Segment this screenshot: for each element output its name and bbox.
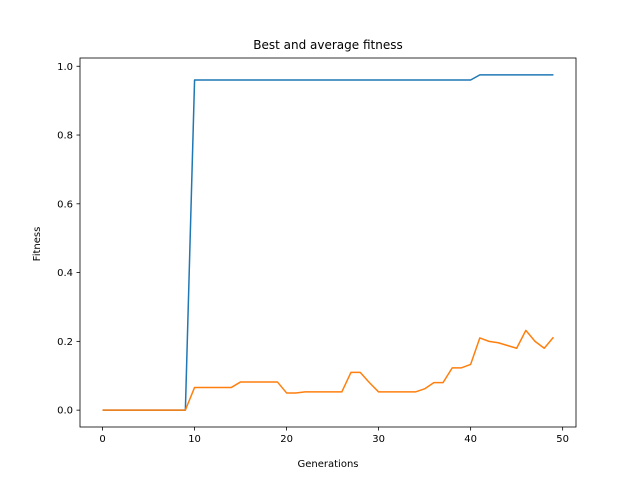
axes-layer: 0 10 20 30 40 50 0.0 0.2 0.4 0.6 0.8 1.0 (57, 57, 577, 445)
x-tick-label: 30 (372, 434, 385, 445)
x-tick-label: 40 (464, 434, 477, 445)
y-tick-label: 0.0 (57, 406, 73, 417)
x-axis-label: Generations (298, 459, 359, 470)
x-tick-label: 50 (556, 434, 569, 445)
chart-title: Best and average fitness (253, 38, 402, 52)
plot-background (80, 58, 576, 427)
y-tick-label: 1.0 (57, 62, 73, 73)
y-tick-label: 0.8 (57, 131, 73, 142)
y-tick-label: 0.4 (57, 268, 73, 279)
y-tick-label: 0.2 (57, 337, 73, 348)
y-tick-label: 0.6 (57, 199, 73, 210)
axes-frame (79, 57, 577, 428)
y-axis-label: Fitness (32, 227, 43, 262)
x-tick-label: 20 (280, 434, 293, 445)
x-tick-label: 0 (99, 434, 105, 445)
series-line-2 (102, 329, 555, 411)
x-tick-label: 10 (188, 434, 201, 445)
series-layer (102, 74, 555, 411)
plot-area (80, 58, 576, 427)
